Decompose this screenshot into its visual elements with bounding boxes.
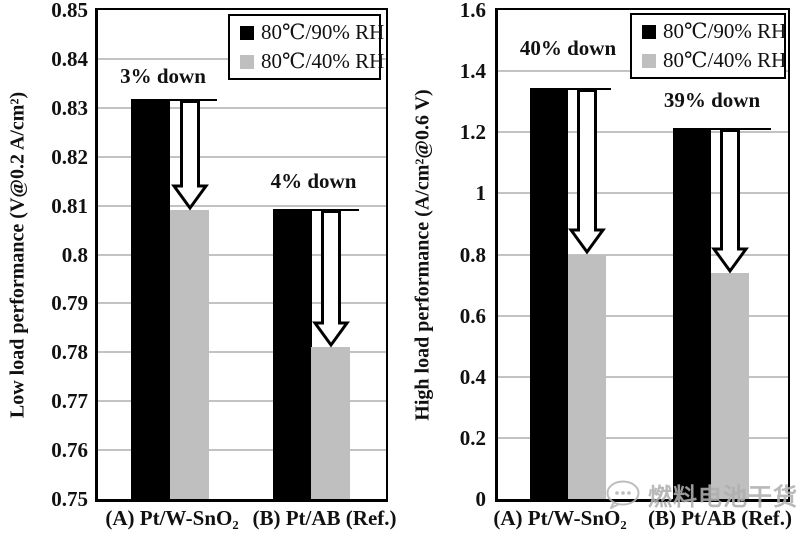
bar-dark-b	[273, 210, 312, 499]
bar-dark-a	[530, 89, 568, 499]
annotation-percent-down: 40% down	[519, 36, 617, 61]
legend-label: 80℃/40% RH	[261, 49, 385, 73]
y-tick-label: 0.77	[51, 389, 88, 414]
gridline	[498, 314, 788, 317]
category-label: (B) Pt/AB (Ref.)	[252, 506, 397, 530]
gridline	[498, 375, 788, 378]
y-tick-label: 0.4	[459, 364, 486, 389]
y-axis-title: Low load performance (V@0.2 A/cm²)	[6, 91, 28, 418]
down-arrow-icon	[170, 100, 209, 212]
y-tick-label: 0	[475, 487, 487, 511]
gridline	[98, 106, 386, 109]
y-tick-label: 0.78	[51, 340, 88, 365]
gridline	[98, 400, 386, 403]
legend-item: 80℃/40% RH	[240, 49, 384, 74]
y-tick-label: 1.4	[459, 59, 486, 84]
reference-line	[273, 209, 359, 212]
gridline	[98, 204, 386, 207]
y-tick-label: 0.75	[51, 487, 88, 511]
gridline	[498, 436, 788, 439]
annotation-percent-down: 4% down	[270, 169, 357, 194]
legend-swatch-light	[642, 53, 656, 68]
gridline	[98, 155, 386, 158]
legend-swatch-dark	[642, 24, 656, 39]
y-tick-label: 0.85	[51, 0, 88, 22]
y-tick-label: 0.8	[61, 242, 88, 267]
gridline	[498, 253, 788, 256]
legend-item: 80℃/40% RH	[642, 48, 786, 73]
legend-label: 80℃/90% RH	[663, 19, 787, 43]
y-tick-label: 0.81	[51, 193, 88, 218]
legend-item: 80℃/90% RH	[642, 19, 786, 44]
bar-light-b	[311, 347, 350, 499]
gridline	[98, 449, 386, 452]
gridline	[98, 302, 386, 305]
category-label: (A) Pt/W-SnO₂	[493, 506, 627, 530]
bar-light-a	[568, 254, 606, 499]
y-tick-label: 0.83	[51, 95, 88, 120]
gridline	[98, 351, 386, 354]
legend-box: 80℃/90% RH 80℃/40% RH	[228, 14, 384, 80]
y-tick-label: 0.6	[459, 303, 486, 328]
y-tick-label: 0.82	[51, 144, 88, 169]
bar-light-b	[711, 272, 749, 499]
bar-dark-b	[673, 129, 711, 499]
legend-item: 80℃/90% RH	[240, 20, 384, 45]
reference-line	[131, 99, 217, 102]
gridline	[498, 131, 788, 134]
down-arrow-icon	[311, 210, 350, 349]
legend-swatch-light	[240, 54, 254, 69]
chat-bubble-icon	[606, 480, 640, 509]
gridline	[98, 253, 386, 256]
down-arrow-icon	[711, 129, 749, 274]
category-label: (A) Pt/W-SnO₂	[105, 506, 239, 530]
y-tick-label: 0.8	[459, 242, 486, 267]
y-tick-label: 0.76	[51, 438, 88, 463]
down-arrow-icon	[568, 89, 606, 256]
watermark: 燃料电池干货	[604, 477, 798, 512]
annotation-percent-down: 39% down	[663, 88, 761, 113]
category-label: (B) Pt/AB (Ref.)	[647, 506, 793, 530]
reference-line	[530, 88, 611, 91]
y-tick-label: 0.84	[51, 46, 88, 71]
legend-box: 80℃/90% RH 80℃/40% RH	[630, 13, 786, 79]
annotation-percent-down: 3% down	[120, 64, 206, 89]
legend-label: 80℃/40% RH	[663, 48, 787, 72]
y-tick-label: 1.2	[459, 120, 486, 145]
y-tick-label: 1	[475, 181, 487, 206]
bar-dark-a	[131, 100, 170, 499]
y-axis-title: High load performance (A/cm²@0.6 V)	[411, 88, 433, 421]
gridline	[498, 192, 788, 195]
legend-swatch-dark	[240, 25, 254, 40]
y-tick-label: 0.2	[459, 425, 486, 450]
watermark-text: 燃料电池干货	[648, 485, 798, 511]
legend-label: 80℃/90% RH	[261, 20, 385, 44]
y-tick-label: 1.6	[459, 0, 486, 22]
bar-light-a	[170, 210, 209, 499]
y-tick-label: 0.79	[51, 291, 88, 316]
